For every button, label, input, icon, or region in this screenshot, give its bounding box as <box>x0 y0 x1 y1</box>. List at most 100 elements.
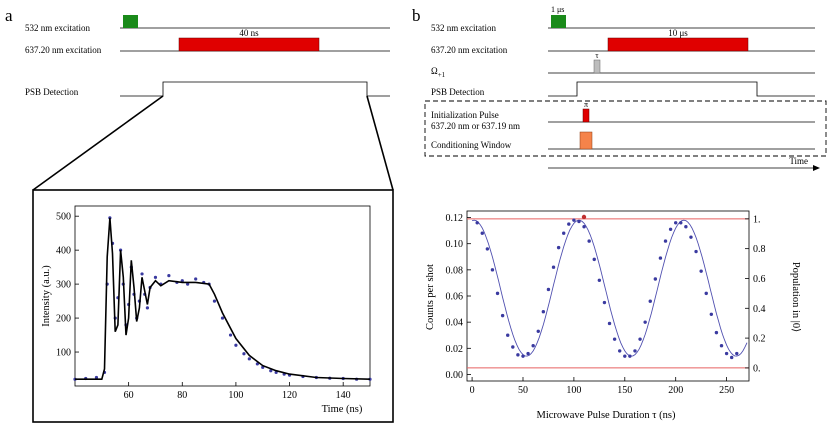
a-data-point <box>186 282 190 286</box>
chart-b-fit-line <box>471 219 748 357</box>
b-data-point <box>567 222 571 226</box>
chart-b-red-marker <box>581 214 587 220</box>
a-red-pulse <box>178 37 320 52</box>
b-data-point <box>628 354 632 358</box>
b-data-point <box>663 239 668 243</box>
chart-b-ylabel: Counts per shot <box>425 264 436 330</box>
b-data-point <box>602 300 607 305</box>
b-xtick-label: 100 <box>566 385 581 396</box>
b-data-point <box>643 320 647 324</box>
b-data-point <box>618 349 622 353</box>
b-data-point <box>658 256 663 260</box>
a-xtick-label: 120 <box>282 390 297 401</box>
b-ytick-label: 0.10 <box>446 239 464 250</box>
a-data-point <box>269 369 273 373</box>
b-ytick-right-label: 0.6 <box>753 274 766 285</box>
b-data-point <box>704 291 708 296</box>
b-data-point <box>689 235 693 239</box>
b-init-pulse <box>582 108 590 123</box>
chart-a-yticks: 100 200 300 400 500 <box>56 212 79 359</box>
b-ytick-label: 0.12 <box>446 213 464 224</box>
b-data-point <box>653 277 658 281</box>
b-data-point <box>546 287 551 292</box>
b-data-point <box>679 221 683 225</box>
b-gray-pulse-label: τ <box>595 51 599 60</box>
b-data-point <box>719 343 724 348</box>
a-data-point <box>228 333 233 337</box>
a-zoom-line-right <box>366 95 394 191</box>
b-data-point <box>597 278 602 283</box>
b-ytick-label: 0.04 <box>446 318 464 329</box>
b-data-point <box>633 349 637 353</box>
b-row-omega-label: Ω+1 <box>431 66 446 79</box>
a-data-point <box>153 275 158 279</box>
a-data-point <box>212 299 217 303</box>
a-xtick-label: 80 <box>177 390 187 401</box>
b-data-point <box>684 224 688 229</box>
chart-a-xlabel: Time (ns) <box>322 404 363 415</box>
b-data-point <box>623 354 627 358</box>
chart-b-xticks: 0 50 100 150 200 250 <box>470 377 734 396</box>
chart-a-frame <box>74 205 371 387</box>
b-data-point <box>709 312 714 317</box>
a-ytick-label: 500 <box>56 212 71 223</box>
a-row-532-label: 532 nm excitation <box>25 23 90 33</box>
chart-a-fit-line <box>75 217 371 381</box>
b-omega-sub: +1 <box>438 71 446 79</box>
b-xtick-label: 0 <box>470 385 475 396</box>
b-data-point <box>735 351 739 356</box>
b-data-point <box>607 321 612 326</box>
b-row-init-label2: 637.20 nm or 637.19 nm <box>431 121 520 131</box>
b-ytick-right-label: 0. <box>753 363 761 374</box>
a-data-point <box>167 274 171 278</box>
b-data-point <box>541 309 546 314</box>
b-xtick-label: 150 <box>617 385 632 396</box>
b-data-point <box>592 257 596 262</box>
b-data-point <box>475 221 479 225</box>
b-ytick-label: 0.00 <box>446 370 464 381</box>
b-data-point <box>526 351 530 356</box>
panel-a-timing: 532 nm excitation 637.20 nm excitation 4… <box>25 15 394 423</box>
b-row-init-label: Initialization Pulse <box>431 110 499 120</box>
b-red-pulse-label: 10 μs <box>668 28 688 38</box>
b-data-point <box>495 291 500 296</box>
b-red-pulse <box>607 37 749 52</box>
b-ytick-right-label: 1. <box>753 214 761 225</box>
panel-letter-a: a <box>5 6 13 25</box>
a-ytick-label: 400 <box>56 246 71 257</box>
b-psb-window <box>548 81 815 97</box>
b-data-point <box>577 219 581 224</box>
a-row-psb-label: PSB Detection <box>25 87 79 97</box>
a-data-point <box>140 272 144 276</box>
b-data-point <box>724 351 729 356</box>
b-ytick-label: 0.06 <box>446 292 464 303</box>
b-data-point <box>536 329 540 334</box>
b-data-point <box>531 343 535 348</box>
b-data-point <box>612 337 617 341</box>
b-data-point <box>551 265 556 269</box>
b-row-cond-label: Conditioning Window <box>431 140 512 150</box>
b-data-point <box>521 354 525 358</box>
b-data-point <box>562 231 566 235</box>
b-omega-main: Ω <box>431 66 438 76</box>
b-data-point <box>674 221 678 225</box>
a-data-point <box>220 316 225 320</box>
b-data-point <box>714 330 719 335</box>
b-data-point <box>556 245 561 250</box>
b-ytick-label: 0.08 <box>446 265 464 276</box>
b-data-point <box>699 269 703 273</box>
a-xtick-label: 60 <box>124 390 134 401</box>
b-xtick-label: 200 <box>668 385 683 396</box>
b-row-532-label: 532 nm excitation <box>431 23 496 33</box>
a-row-637-label: 637.20 nm excitation <box>25 45 102 55</box>
b-data-point <box>480 231 484 235</box>
chart-b-ylabel-right: Population in |0⟩ <box>790 262 801 332</box>
a-data-point <box>234 343 238 347</box>
chart-b-yticks: 0.00 0.02 0.04 0.06 0.08 0.10 0.12 <box>446 213 471 381</box>
b-data-point <box>648 299 652 303</box>
chart-b: 0 50 100 150 200 250 0.00 0.02 0.04 0.06 0.08 0.10… <box>425 210 801 421</box>
a-red-pulse-label: 40 ns <box>239 28 259 38</box>
a-data-point <box>247 357 251 361</box>
